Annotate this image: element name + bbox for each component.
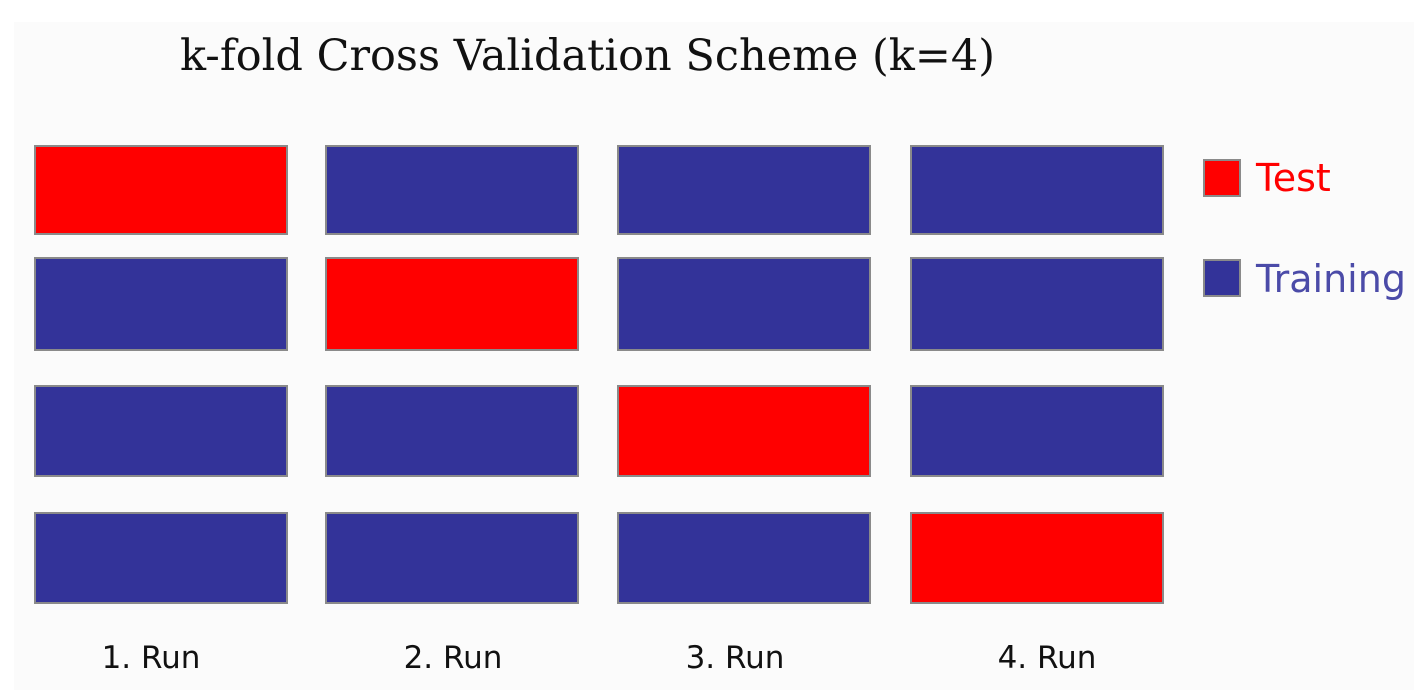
run-label-3: 3. Run [685, 640, 785, 676]
fold-block-run1-fold4-training [34, 512, 288, 604]
legend-swatch-training [1203, 259, 1241, 297]
fold-block-run4-fold2-training [910, 257, 1164, 351]
fold-block-run3-fold2-training [617, 257, 871, 351]
diagram-title: k-fold Cross Validation Scheme (k=4) [180, 31, 995, 81]
legend-label-training: Training [1256, 257, 1406, 301]
fold-block-run2-fold4-training [325, 512, 579, 604]
legend-swatch-test [1203, 159, 1241, 197]
fold-block-run4-fold4-test [910, 512, 1164, 604]
fold-block-run2-fold2-test [325, 257, 579, 351]
fold-block-run2-fold3-training [325, 385, 579, 477]
fold-block-run3-fold3-test [617, 385, 871, 477]
run-label-1: 1. Run [101, 640, 201, 676]
fold-block-run4-fold3-training [910, 385, 1164, 477]
legend-label-test: Test [1256, 156, 1331, 200]
fold-block-run1-fold3-training [34, 385, 288, 477]
fold-block-run3-fold1-training [617, 145, 871, 235]
run-label-2: 2. Run [403, 640, 503, 676]
fold-block-run4-fold1-training [910, 145, 1164, 235]
fold-block-run3-fold4-training [617, 512, 871, 604]
fold-block-run1-fold2-training [34, 257, 288, 351]
fold-block-run2-fold1-training [325, 145, 579, 235]
fold-block-run1-fold1-test [34, 145, 288, 235]
run-label-4: 4. Run [997, 640, 1097, 676]
